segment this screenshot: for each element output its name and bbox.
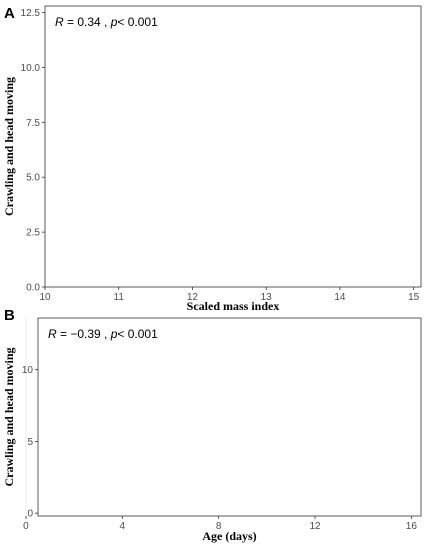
x-axis-title: Age (days) [202, 529, 256, 543]
y-tick-label: 10 [22, 365, 34, 376]
y-tick-label: 0 [27, 509, 33, 520]
y-tick-label: 5 [27, 437, 33, 448]
x-tick-label: 10 [39, 292, 51, 303]
stat-r-value: = 0.34 , [64, 15, 111, 29]
x-tick-label: 16 [406, 521, 418, 532]
panel-letter: A [4, 5, 15, 22]
panel-b: B 0 4 8 12 16 0 5 10 Age (days) Crawling and head … [2, 307, 422, 543]
stat-r-label: R [55, 15, 64, 29]
x-tick-label: 11 [114, 292, 125, 303]
stat-r-label: R [48, 327, 57, 341]
y-tick-label: 5.0 [26, 173, 40, 184]
y-tick-label: 12.5 [21, 8, 41, 19]
y-tick-label: 10.0 [21, 63, 41, 74]
x-tick-label: 4 [120, 521, 126, 532]
stat-p-value: < 0.001 [117, 327, 158, 341]
panel-letter: B [4, 307, 15, 324]
y-tick-label: 0.0 [26, 283, 40, 294]
y-axis-title: Crawling and head moving [2, 347, 16, 486]
x-tick-label: 14 [334, 292, 346, 303]
stat-p-label: p [110, 15, 118, 29]
stat-p-label: p [110, 327, 118, 341]
y-axis-title: Crawling and head moving [2, 77, 16, 216]
stat-p-value: < 0.001 [117, 15, 158, 29]
x-tick-label: 12 [187, 292, 199, 303]
x-tick-label: 0 [23, 521, 29, 532]
stat-r-value: = −0.39 , [57, 327, 111, 341]
y-tick-label: 2.5 [26, 228, 40, 239]
plot-border [44, 5, 422, 288]
stat-annotation: R = −0.39 , p< 0.001 [48, 327, 158, 341]
x-axis-title: Scaled mass index [187, 299, 280, 313]
y-tick-label: 7.5 [26, 118, 40, 129]
stat-annotation: R = 0.34 , p< 0.001 [55, 15, 158, 29]
x-tick-label: 12 [309, 521, 321, 532]
x-tick-label: 15 [408, 292, 420, 303]
panel-a: A 10 11 12 13 14 15 0.0 2.5 5.0 7.5 10.0 12.5 Scaled … [2, 5, 422, 313]
x-tick-label: 8 [216, 521, 222, 532]
plot-border [37, 317, 422, 517]
x-tick-label: 13 [261, 292, 273, 303]
